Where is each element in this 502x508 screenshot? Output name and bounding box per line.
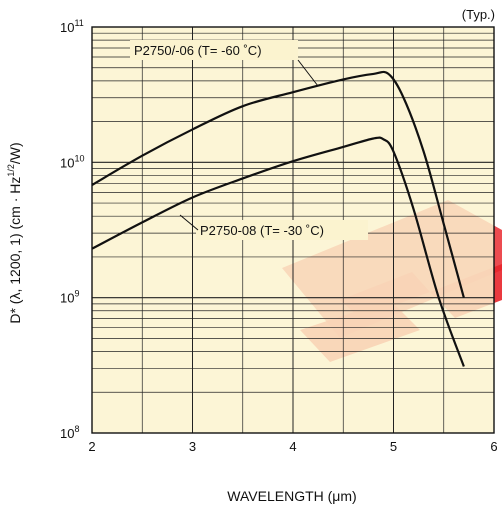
series-label-bg — [130, 40, 298, 60]
plot-frame — [91, 26, 495, 434]
x-tick-label: 6 — [490, 439, 497, 454]
x-tick-label: 3 — [189, 439, 196, 454]
note-typ: (Typ.) — [462, 7, 495, 22]
series-label-leader — [297, 59, 319, 87]
y-tick-label: 109 — [60, 289, 79, 306]
series-label-leader — [179, 214, 199, 231]
series-label: P2750-08 (T= -30 ˚C) — [200, 223, 324, 238]
tick-labels: 2 3 4 5 6 108 109 1010 1011 — [60, 18, 498, 454]
series-label: P2750/-06 (T= -60 ˚C) — [134, 43, 262, 58]
series-line-2 — [91, 136, 465, 367]
y-tick-label: 108 — [60, 424, 79, 441]
x-tick-label: 2 — [88, 439, 95, 454]
series-label-bg — [196, 220, 368, 240]
x-axis-label: WAVELENGTH (μm) — [227, 488, 356, 504]
y-tick-label: 1010 — [60, 153, 84, 170]
series-lines — [91, 70, 465, 367]
x-tick-label: 4 — [289, 439, 296, 454]
y-axis-label: D* (λ, 1200, 1) (cm · Hz1/2/W) — [6, 142, 23, 323]
x-tick-label: 5 — [390, 439, 397, 454]
y-tick-label: 1011 — [60, 18, 84, 35]
series-labels: P2750/-06 (T= -60 ˚C) P2750-08 (T= -30 ˚C… — [130, 40, 368, 240]
grid — [91, 26, 495, 434]
series-line-1 — [91, 70, 465, 298]
